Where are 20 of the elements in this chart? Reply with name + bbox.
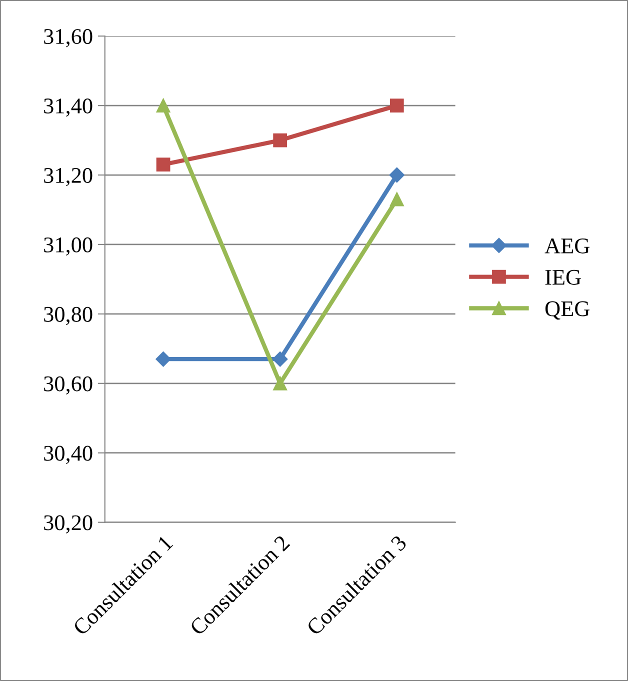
point: [389, 167, 404, 183]
point: [273, 376, 288, 390]
point: [156, 98, 170, 112]
y-tick-label: 31,40: [44, 98, 92, 117]
y-tick-label: 31,20: [44, 168, 92, 186]
point: [156, 352, 171, 367]
y-tick-label: 31,00: [44, 237, 92, 256]
y-tick-label: 30,20: [44, 515, 92, 534]
y-tick-label: 30,40: [44, 446, 92, 464]
legend-label: AEG: [544, 238, 590, 254]
point: [156, 158, 170, 172]
point: [390, 98, 404, 112]
point: [390, 192, 404, 206]
legend-label: IEG: [545, 270, 581, 285]
y-tick-label: 30,60: [44, 376, 92, 395]
point: [272, 352, 288, 367]
y-tick-label: 30,80: [44, 306, 92, 326]
y-tick-label: 31,60: [44, 29, 92, 48]
legend-label: QEG: [545, 301, 590, 320]
point: [273, 133, 288, 148]
